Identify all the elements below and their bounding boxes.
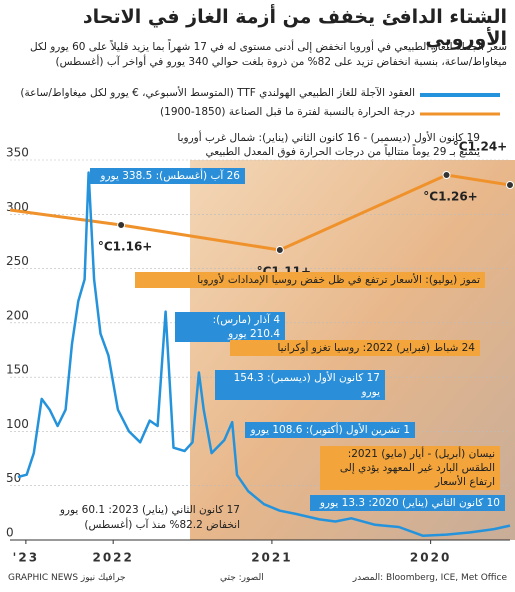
annotation: 1 تشرين الأول (أكتوبر): 108.6 يورو bbox=[245, 422, 415, 438]
brand: GRAPHIC NEWS جرافيك نيوز bbox=[8, 573, 126, 583]
temperature-point bbox=[506, 181, 514, 189]
temperature-label: °C1.16+ bbox=[98, 240, 152, 254]
price-line bbox=[17, 171, 511, 537]
y-tick-label: 350 bbox=[6, 146, 29, 160]
annotation: 26 آب (أغسطس): 338.5 يورو bbox=[90, 168, 245, 184]
y-tick-label: 50 bbox=[6, 471, 21, 485]
y-tick-label: 100 bbox=[6, 417, 29, 431]
annotation: 4 آذار (مارس): 210.4 يورو bbox=[175, 312, 285, 342]
x-tick-label: 2020 bbox=[410, 551, 451, 565]
annotation: 17 كانون الأول (ديسمبر): 154.3 يورو bbox=[215, 370, 385, 400]
y-tick-label: 200 bbox=[6, 308, 29, 322]
x-tick-label: 2022 bbox=[92, 551, 133, 565]
credit: الصور: جتي bbox=[220, 573, 264, 583]
subtitle: سعر الجملة للغاز الطبيعي في أوروبا انخفض… bbox=[29, 41, 507, 68]
annotation: 17 كانون الثاني (يناير) 2023: 60.1 يورو bbox=[59, 504, 240, 516]
y-tick-label: 250 bbox=[6, 254, 29, 268]
temperature-label: °C1.26+ bbox=[423, 190, 477, 204]
annotation: 24 شباط (فبراير) 2022: روسيا تغزو أوكران… bbox=[230, 340, 480, 356]
x-tick-label: 2021 bbox=[251, 551, 292, 565]
annotation: نيسان (أبريل) - أيار (مايو) 2021: الطقس … bbox=[320, 446, 500, 490]
y-tick-label: 0 bbox=[6, 526, 14, 540]
title: الشتاء الدافئ يخفف من أزمة الغاز في الات… bbox=[82, 6, 507, 50]
temperature-point bbox=[442, 171, 451, 179]
y-tick-label: 150 bbox=[6, 363, 29, 377]
x-tick-label: '23 bbox=[13, 551, 39, 565]
legend-label: درجة الحرارة بالنسبة لفترة ما قبل الصناع… bbox=[160, 106, 415, 118]
temperature-point bbox=[275, 246, 284, 254]
temperature-point bbox=[117, 221, 126, 229]
legend-label: العقود الآجلة للغاز الطبيعي الهولندي TTF… bbox=[20, 87, 415, 99]
annotation: انخفاض 82.2% منذ آب (أغسطس) bbox=[84, 519, 240, 531]
annotation: تموز (يوليو): الأسعار ترتفع في ظل خفض رو… bbox=[135, 272, 485, 288]
source: المصدر: Bloomberg, ICE, Met Office bbox=[352, 573, 507, 583]
annotation: 10 كانون الثاني (يناير) 2020: 13.3 يورو bbox=[310, 495, 505, 511]
temperature-label: °C1.24+ bbox=[453, 140, 507, 154]
annotation: 19 كانون الأول (ديسمبر) - 16 كانون الثان… bbox=[177, 132, 480, 158]
